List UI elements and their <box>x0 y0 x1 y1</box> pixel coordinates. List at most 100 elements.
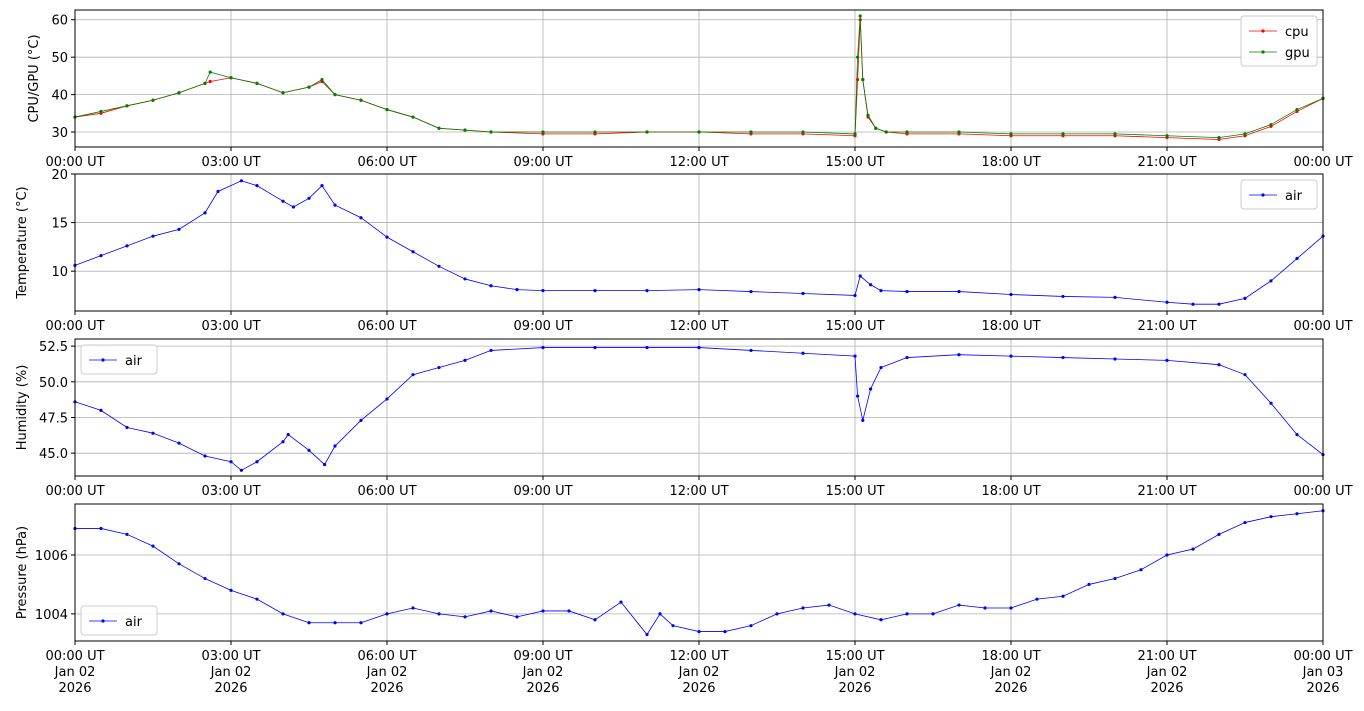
data-point <box>255 81 259 85</box>
legend-marker <box>101 358 105 362</box>
x-tick-label: 18:00 UT <box>981 155 1040 170</box>
data-point <box>489 609 493 613</box>
data-point <box>658 612 662 616</box>
y-tick-label: 52.5 <box>39 340 68 355</box>
data-point <box>697 288 701 292</box>
data-point <box>1087 582 1091 587</box>
data-point <box>905 289 909 294</box>
data-point <box>99 526 103 531</box>
data-point <box>567 609 571 613</box>
x-tick-label: 06:00 UT <box>357 319 416 334</box>
data-point <box>125 104 129 108</box>
data-point <box>437 126 441 130</box>
data-point <box>463 358 467 363</box>
data-point <box>866 113 870 117</box>
data-point <box>229 588 233 592</box>
data-point <box>203 81 207 85</box>
data-point <box>1269 279 1273 283</box>
data-point <box>307 85 311 89</box>
data-point <box>801 130 805 134</box>
data-point <box>1191 547 1195 551</box>
data-point <box>1165 134 1169 138</box>
data-point <box>151 544 155 548</box>
data-point <box>1165 553 1169 557</box>
data-point <box>437 612 441 616</box>
x-tick-label: 09:00 UT <box>513 484 572 499</box>
data-point <box>281 440 285 444</box>
data-point <box>281 199 285 203</box>
data-point <box>177 441 181 445</box>
data-point <box>99 408 103 412</box>
data-point <box>856 55 860 59</box>
data-point <box>151 234 155 238</box>
data-point <box>99 254 103 258</box>
data-point <box>281 91 285 95</box>
plot-frame <box>74 173 1324 312</box>
y-tick-label: 10 <box>51 265 68 280</box>
x-tick-label: 09:00 UT <box>513 155 572 170</box>
data-point <box>1165 300 1169 304</box>
x-tick-label: 18:00 UT <box>981 484 1040 499</box>
data-point <box>905 130 909 134</box>
legend-box <box>80 344 158 375</box>
data-point <box>333 444 337 448</box>
y-tick-label: 47.5 <box>39 411 68 426</box>
data-point <box>177 227 181 231</box>
data-point <box>697 130 701 134</box>
data-point <box>286 433 290 437</box>
plot-frame <box>74 338 1324 477</box>
data-point <box>411 250 415 254</box>
data-point <box>333 203 337 207</box>
data-point <box>1139 568 1143 572</box>
data-point <box>1243 132 1247 136</box>
data-point <box>177 91 181 95</box>
y-tick-label: 15 <box>51 217 68 232</box>
data-point <box>671 624 675 628</box>
data-point <box>861 78 865 82</box>
x-tick-label: 00:00 UT <box>45 155 104 170</box>
series-line <box>75 510 1324 636</box>
plot-frame <box>74 9 1324 148</box>
data-point <box>593 130 597 134</box>
x-tick-label: 21:00 UT <box>1137 155 1196 170</box>
data-point <box>1009 132 1013 136</box>
data-point <box>853 612 857 616</box>
data-point <box>1269 122 1273 127</box>
data-point <box>905 612 909 616</box>
data-point <box>125 244 129 248</box>
series-line <box>74 347 1324 471</box>
data-point <box>619 600 623 604</box>
x-tick-label: 09:00 UT <box>513 319 572 334</box>
data-point <box>1113 357 1117 361</box>
x-tick-label: 12:00 UT Jan 02 2026 <box>669 649 728 696</box>
data-point <box>463 615 467 619</box>
data-point <box>515 615 519 619</box>
legend-label: gpu <box>1285 46 1310 61</box>
x-tick-label: 15:00 UT <box>825 484 884 499</box>
data-point <box>749 130 753 134</box>
data-point <box>879 365 883 370</box>
data-point <box>861 418 865 422</box>
data-point <box>291 205 295 209</box>
data-point <box>385 612 389 616</box>
data-point <box>1061 594 1065 598</box>
data-point <box>1269 401 1273 405</box>
data-point <box>411 115 415 119</box>
y-tick-label: 50.0 <box>39 376 68 391</box>
data-point <box>775 612 779 616</box>
data-point <box>1269 515 1273 519</box>
data-point <box>255 184 259 188</box>
y-tick-label: 1004 <box>35 608 68 623</box>
legend-marker <box>1261 193 1265 197</box>
data-point <box>1243 373 1247 377</box>
data-point <box>125 532 129 536</box>
data-point <box>801 606 805 610</box>
data-point <box>593 618 597 622</box>
data-point <box>208 79 212 84</box>
data-point <box>1009 354 1013 358</box>
data-point <box>239 179 243 183</box>
y-tick-label: 1006 <box>35 549 68 564</box>
data-point <box>216 189 220 194</box>
